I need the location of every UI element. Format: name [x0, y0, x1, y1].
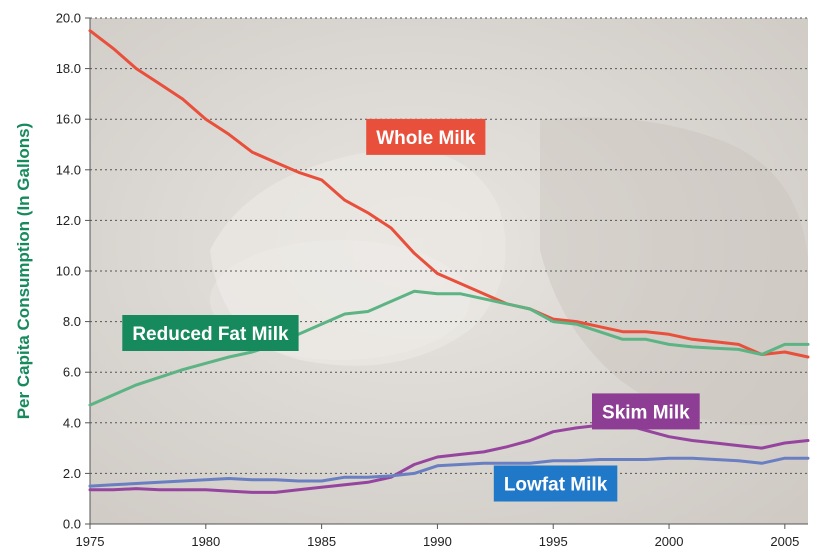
y-tick-label: 20.0	[56, 11, 81, 26]
y-tick-label: 16.0	[56, 112, 81, 127]
lowfat-milk-label: Lowfat Milk	[493, 465, 618, 502]
plot-background	[90, 18, 808, 524]
x-tick-label: 1990	[423, 534, 452, 549]
whole-milk-label-box	[366, 118, 486, 155]
y-tick-label: 14.0	[56, 162, 81, 177]
photo-highlight	[210, 148, 506, 366]
series-labels: Whole Milk Reduced Fat Milk Skim Milk Lowfa…	[122, 118, 700, 502]
photo-shadow	[540, 117, 808, 425]
skim-milk-label-text: Skim Milk	[602, 402, 690, 423]
y-tick-label: 0.0	[63, 517, 81, 532]
y-tick-label: 12.0	[56, 213, 81, 228]
x-tick-label: 1975	[76, 534, 105, 549]
skim-milk-label-box	[592, 393, 700, 430]
y-tick-label: 6.0	[63, 365, 81, 380]
lowfat-milk-label-text: Lowfat Milk	[504, 475, 608, 496]
skim-milk-line	[88, 422, 810, 494]
x-tick-label: 2000	[655, 534, 684, 549]
whole-milk-label-text: Whole Milk	[376, 128, 476, 149]
y-tick-label: 8.0	[63, 314, 81, 329]
y-tick-label: 18.0	[56, 61, 81, 76]
series-lines	[88, 29, 810, 494]
x-tick-label: 1985	[307, 534, 336, 549]
y-tick-label: 2.0	[63, 466, 81, 481]
lowfat-milk-label-box	[493, 465, 618, 502]
y-tick-label: 10.0	[56, 264, 81, 279]
whole-milk-label: Whole Milk	[366, 118, 486, 155]
y-tick-label: 4.0	[63, 415, 81, 430]
reduced-fat-milk-label-box	[122, 315, 299, 351]
reduced-fat-milk-label: Reduced Fat Milk	[122, 315, 299, 351]
skim-milk-label: Skim Milk	[592, 393, 700, 430]
whole-milk-line	[88, 29, 810, 359]
axes: 0.0 2.0 4.0 6.0 8.0 10.0 12.0 14.0 16.0 18.0 20.0 1…	[56, 11, 808, 549]
x-tick-label: 1995	[539, 534, 568, 549]
reduced-fat-milk-line	[88, 289, 810, 407]
reduced-fat-milk-label-text: Reduced Fat Milk	[132, 324, 289, 345]
x-tick-label: 2005	[770, 534, 799, 549]
lowfat-milk-line	[88, 456, 810, 488]
x-tick-label: 1980	[191, 534, 220, 549]
y-axis-label: Per Capita Consumption (In Gallons)	[14, 123, 33, 420]
